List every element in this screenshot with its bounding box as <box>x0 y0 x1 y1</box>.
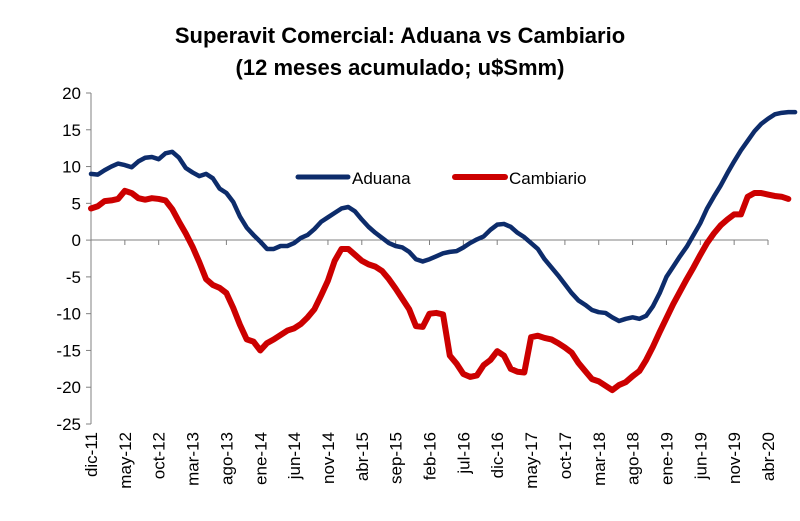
y-tick-label: -25 <box>56 415 81 434</box>
x-tick-label: nov-19 <box>725 432 744 484</box>
chart-title: Superavit Comercial: Aduana vs Cambiario <box>175 23 625 48</box>
x-tick-label: jun-19 <box>691 432 710 480</box>
x-tick-label: may-17 <box>522 432 541 489</box>
x-tick-label: oct-17 <box>556 432 575 479</box>
x-tick-label: ago-18 <box>624 432 643 485</box>
x-tick-label: dic-16 <box>488 432 507 478</box>
y-axis-ticks: 20 15 10 5 0 -5 -10 -15 -20 -25 <box>56 84 91 434</box>
x-tick-label: ene-19 <box>657 432 676 485</box>
x-tick-label: abr-20 <box>759 432 778 481</box>
x-tick-label: feb-16 <box>421 432 440 480</box>
x-tick-label: dic-11 <box>82 432 101 477</box>
x-tick-label: sep-15 <box>387 432 406 484</box>
x-tick-label: mar-13 <box>184 432 203 486</box>
y-tick-label: -5 <box>66 268 81 287</box>
y-tick-label: 20 <box>62 84 81 103</box>
series-line-cambiario <box>88 187 792 394</box>
y-tick-label: 0 <box>72 231 81 250</box>
legend-label-aduana: Aduana <box>352 169 411 188</box>
series-line-aduana <box>88 109 798 324</box>
x-tick-label: nov-14 <box>319 432 338 484</box>
x-tick-label: may-12 <box>116 432 135 489</box>
legend-label-cambiario: Cambiario <box>509 169 586 188</box>
x-tick-label: jul-16 <box>454 432 473 475</box>
y-tick-label: 5 <box>72 194 81 213</box>
y-tick-label: 10 <box>62 158 81 177</box>
x-tick-label: jun-14 <box>285 432 304 480</box>
x-tick-label: abr-15 <box>353 432 372 481</box>
series-layer <box>88 109 798 394</box>
y-tick-label: 15 <box>62 121 81 140</box>
x-tick-label: oct-12 <box>150 432 169 479</box>
x-tick-label: mar-18 <box>590 432 609 486</box>
y-tick-label: -10 <box>56 305 81 324</box>
legend: Aduana Cambiario <box>295 169 586 188</box>
chart-subtitle: (12 meses acumulado; u$Smm) <box>236 55 565 80</box>
x-tick-label: ago-13 <box>217 432 236 485</box>
x-axis-ticks: dic-11 may-12 oct-12 mar-13 ago-13 ene-14 jun-… <box>82 240 778 489</box>
y-tick-label: -20 <box>56 378 81 397</box>
y-tick-label: -15 <box>56 341 81 360</box>
x-tick-label: ene-14 <box>251 432 270 485</box>
